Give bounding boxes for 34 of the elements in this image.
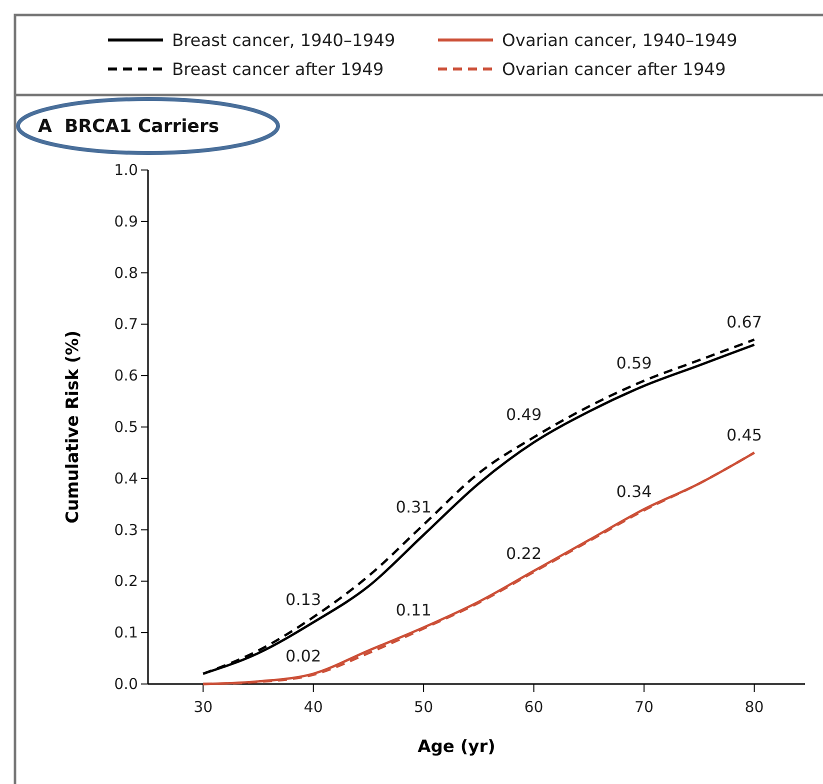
y-tick-label: 0.5 bbox=[114, 418, 138, 436]
y-tick-label: 0.4 bbox=[114, 469, 138, 488]
annotation: 0.49 bbox=[506, 405, 542, 424]
annotation: 0.34 bbox=[616, 482, 652, 502]
x-tick-label: 30 bbox=[194, 698, 213, 716]
annotation: 0.31 bbox=[396, 498, 432, 517]
legend-label: Ovarian cancer after 1949 bbox=[502, 60, 726, 80]
annotation: 0.02 bbox=[286, 646, 322, 666]
annotation: 0.59 bbox=[616, 354, 652, 373]
y-tick-label: 0.0 bbox=[114, 675, 138, 693]
annotation: 0.67 bbox=[726, 312, 762, 332]
x-tick-label: 80 bbox=[744, 698, 764, 716]
y-tick-label: 0.1 bbox=[114, 624, 138, 642]
legend-label: Breast cancer, 1940–1949 bbox=[172, 31, 396, 51]
y-axis-title: Cumulative Risk (%) bbox=[63, 330, 83, 524]
annotation: 0.11 bbox=[396, 600, 432, 620]
y-tick-label: 0.9 bbox=[114, 212, 138, 230]
y-tick-label: 0.7 bbox=[114, 315, 138, 334]
x-tick-label: 60 bbox=[524, 698, 544, 716]
y-tick-label: 1.0 bbox=[114, 161, 138, 179]
y-tick-label: 0.3 bbox=[114, 520, 138, 539]
x-tick-label: 50 bbox=[414, 698, 434, 716]
x-tick-label: 40 bbox=[304, 698, 323, 716]
y-tick-label: 0.6 bbox=[114, 366, 138, 385]
x-tick-label: 70 bbox=[634, 698, 654, 716]
x-axis-title: Age (yr) bbox=[418, 737, 496, 757]
annotation: 0.13 bbox=[286, 590, 322, 610]
legend-label: Ovarian cancer, 1940–1949 bbox=[502, 31, 738, 51]
annotation: 0.22 bbox=[506, 544, 542, 563]
annotation: 0.45 bbox=[726, 426, 762, 445]
y-tick-label: 0.8 bbox=[114, 264, 138, 282]
y-tick-label: 0.2 bbox=[114, 572, 138, 590]
legend-label: Breast cancer after 1949 bbox=[172, 60, 384, 80]
chart-title: A BRCA1 Carriers bbox=[38, 116, 220, 137]
